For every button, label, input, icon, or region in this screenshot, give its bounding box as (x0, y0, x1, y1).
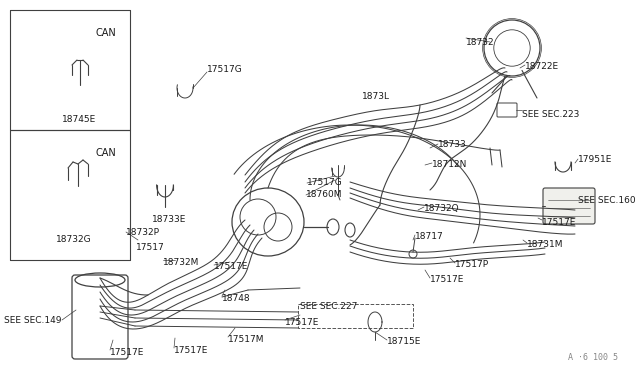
Text: 17517G: 17517G (307, 178, 343, 187)
FancyBboxPatch shape (543, 188, 595, 224)
Text: SEE SEC.223: SEE SEC.223 (522, 110, 579, 119)
Text: SEE SEC.160: SEE SEC.160 (578, 196, 636, 205)
Text: 18745E: 18745E (62, 115, 96, 124)
Text: CAN: CAN (95, 148, 116, 158)
Text: 18760M: 18760M (306, 190, 342, 199)
Text: SEE SEC.149: SEE SEC.149 (4, 316, 61, 325)
Text: 18712N: 18712N (432, 160, 467, 169)
Text: SEE SEC.227: SEE SEC.227 (300, 302, 357, 311)
Text: 18731M: 18731M (527, 240, 563, 249)
Text: 1873L: 1873L (362, 92, 390, 101)
Text: 17517E: 17517E (542, 218, 577, 227)
Text: 17517G: 17517G (207, 65, 243, 74)
Text: 18715E: 18715E (387, 337, 421, 346)
Text: 18733E: 18733E (152, 215, 186, 224)
Text: 18732: 18732 (466, 38, 495, 47)
Text: 17517E: 17517E (174, 346, 209, 355)
Text: 17951E: 17951E (578, 155, 612, 164)
Text: 17517E: 17517E (430, 275, 465, 284)
Text: 18733: 18733 (438, 140, 467, 149)
Text: 17517P: 17517P (455, 260, 489, 269)
Text: 17517E: 17517E (110, 348, 145, 357)
Text: 17517E: 17517E (285, 318, 319, 327)
Text: 18732P: 18732P (126, 228, 160, 237)
Text: 18717: 18717 (415, 232, 444, 241)
Text: 18722E: 18722E (525, 62, 559, 71)
Text: A ·6 100 5: A ·6 100 5 (568, 353, 618, 362)
Text: 17517M: 17517M (228, 335, 264, 344)
Text: 17517E: 17517E (214, 262, 248, 271)
Text: 18732Q: 18732Q (424, 204, 460, 213)
Text: 18748: 18748 (222, 294, 251, 303)
Text: 18732G: 18732G (56, 235, 92, 244)
Text: 17517: 17517 (136, 243, 164, 252)
Text: CAN: CAN (95, 28, 116, 38)
Text: 18732M: 18732M (163, 258, 200, 267)
